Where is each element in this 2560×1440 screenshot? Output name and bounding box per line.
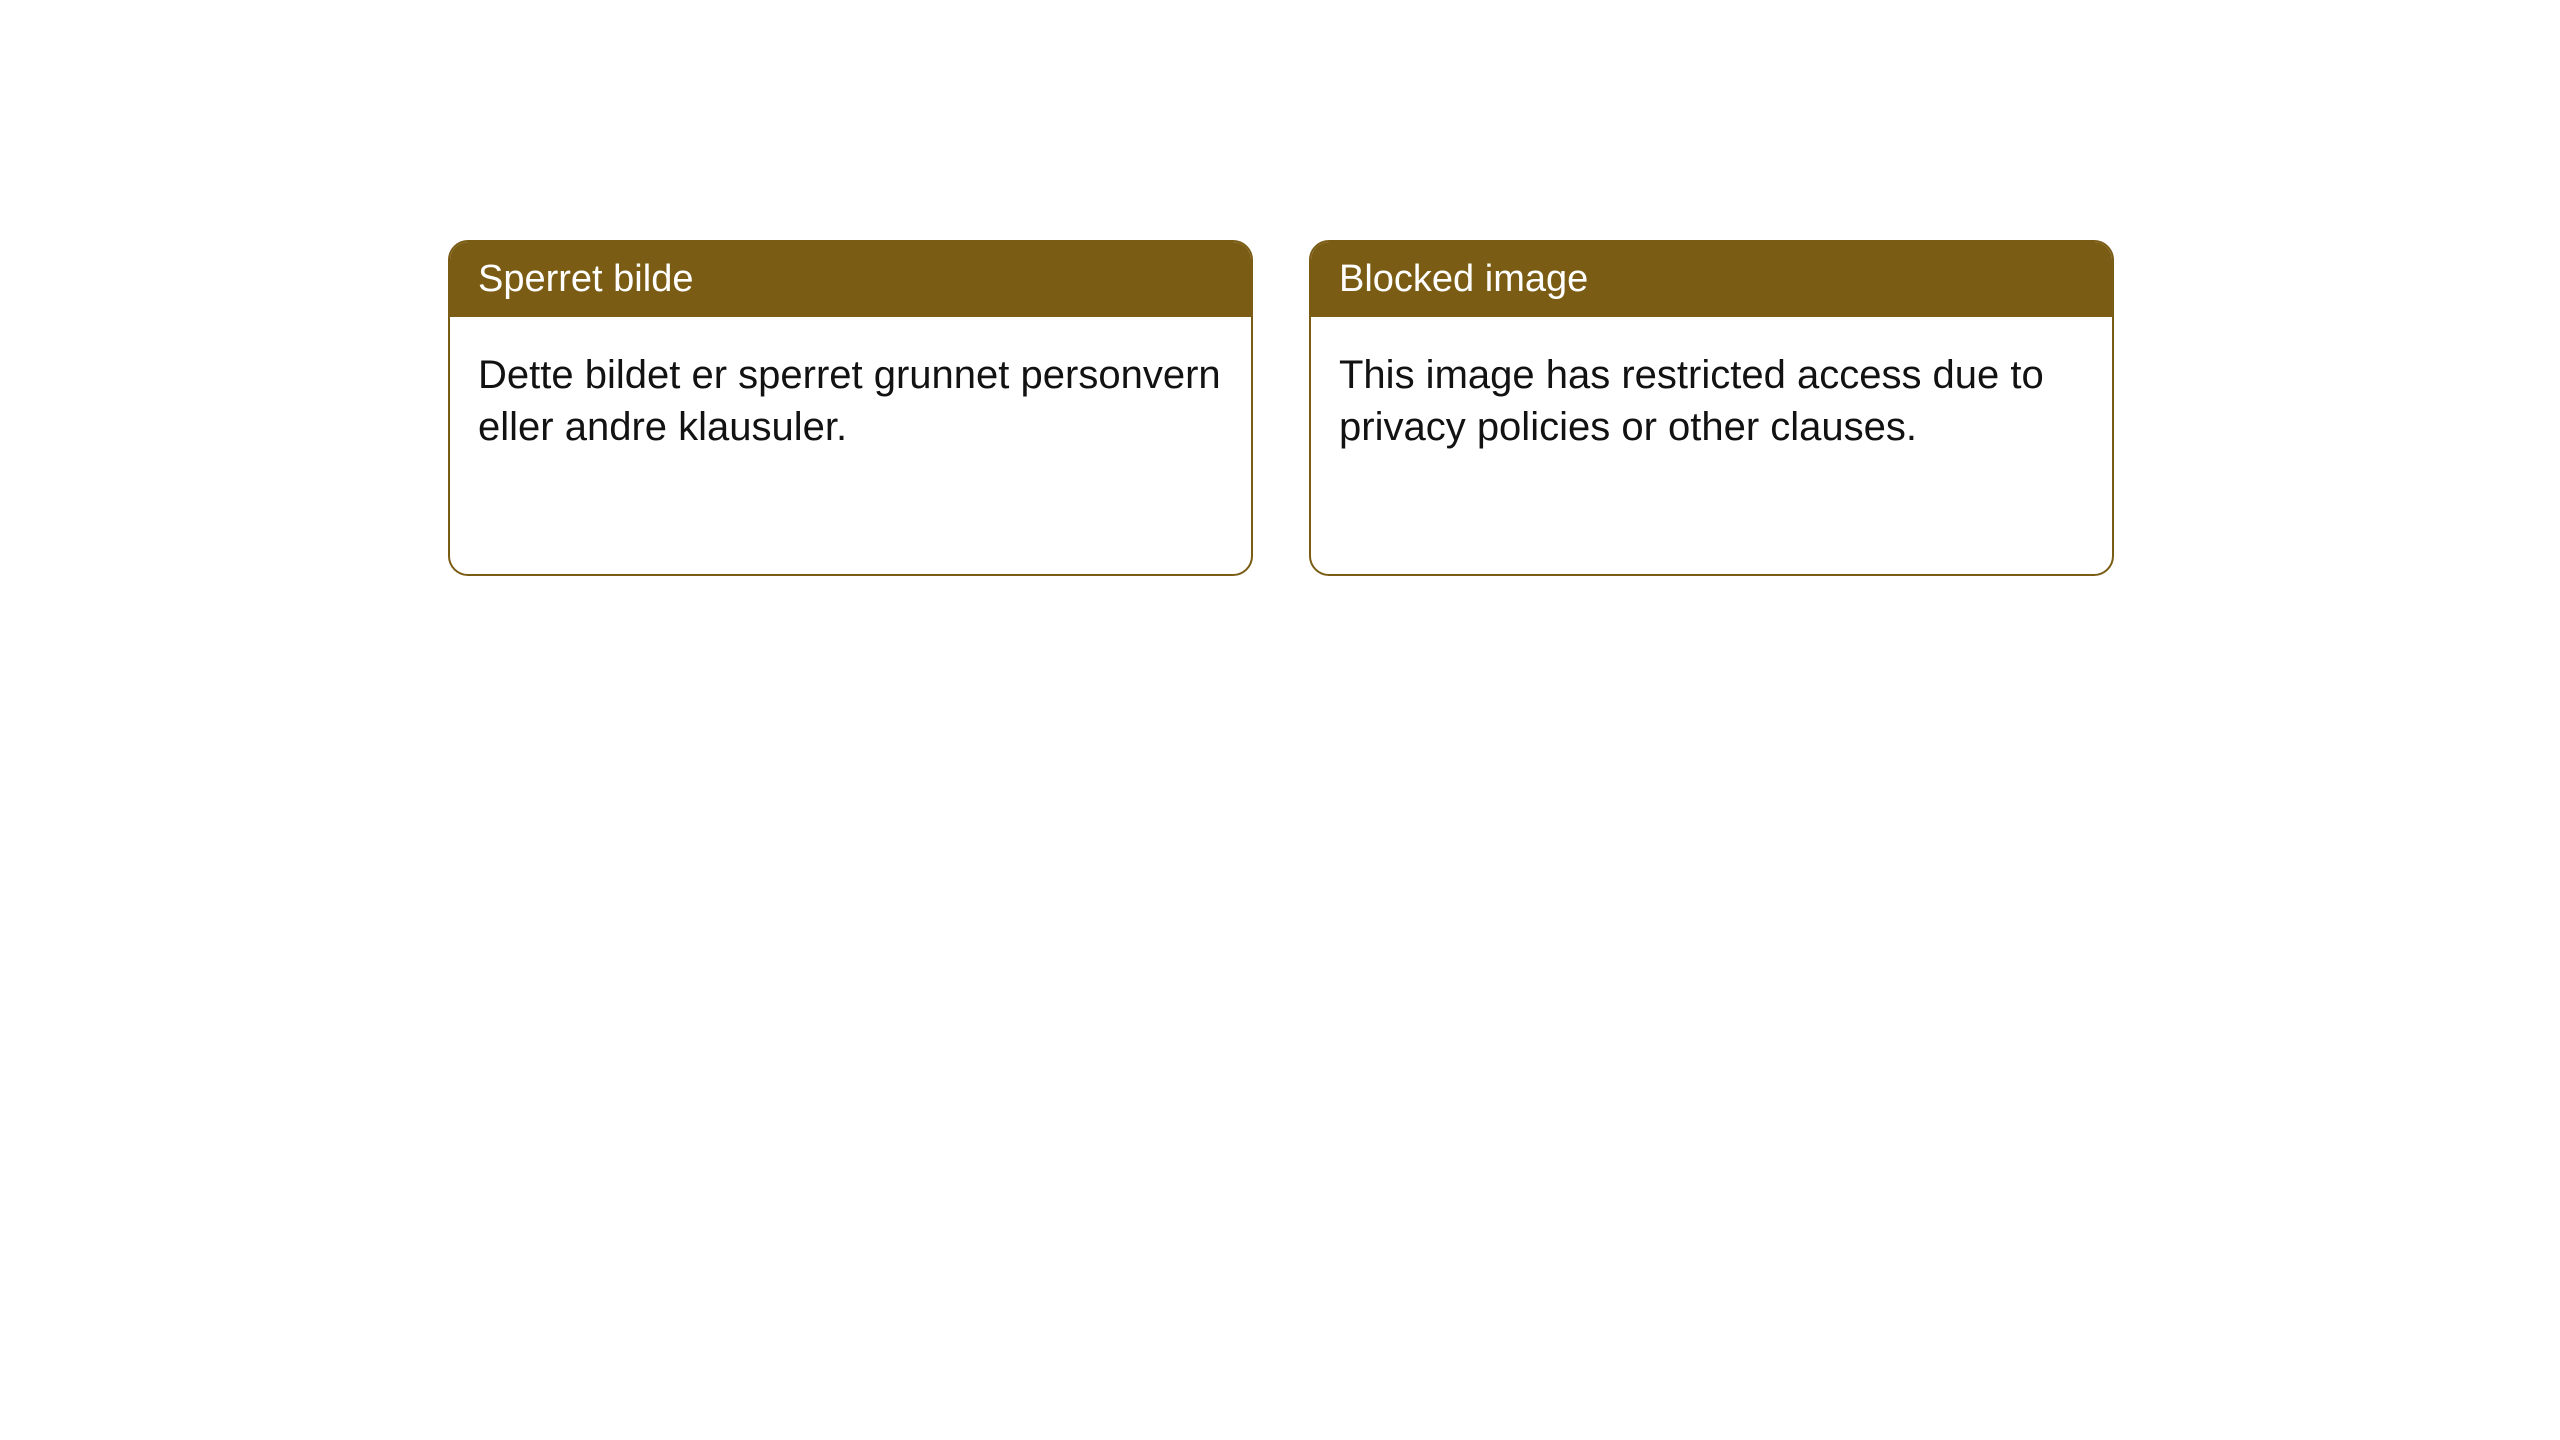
card-header-en: Blocked image	[1311, 242, 2112, 317]
blocked-image-card-en: Blocked image This image has restricted …	[1309, 240, 2114, 576]
card-body-en: This image has restricted access due to …	[1311, 317, 2112, 485]
blocked-image-card-no: Sperret bilde Dette bildet er sperret gr…	[448, 240, 1253, 576]
card-body-no: Dette bildet er sperret grunnet personve…	[450, 317, 1251, 485]
card-header-no: Sperret bilde	[450, 242, 1251, 317]
blocked-image-cards: Sperret bilde Dette bildet er sperret gr…	[448, 240, 2114, 576]
